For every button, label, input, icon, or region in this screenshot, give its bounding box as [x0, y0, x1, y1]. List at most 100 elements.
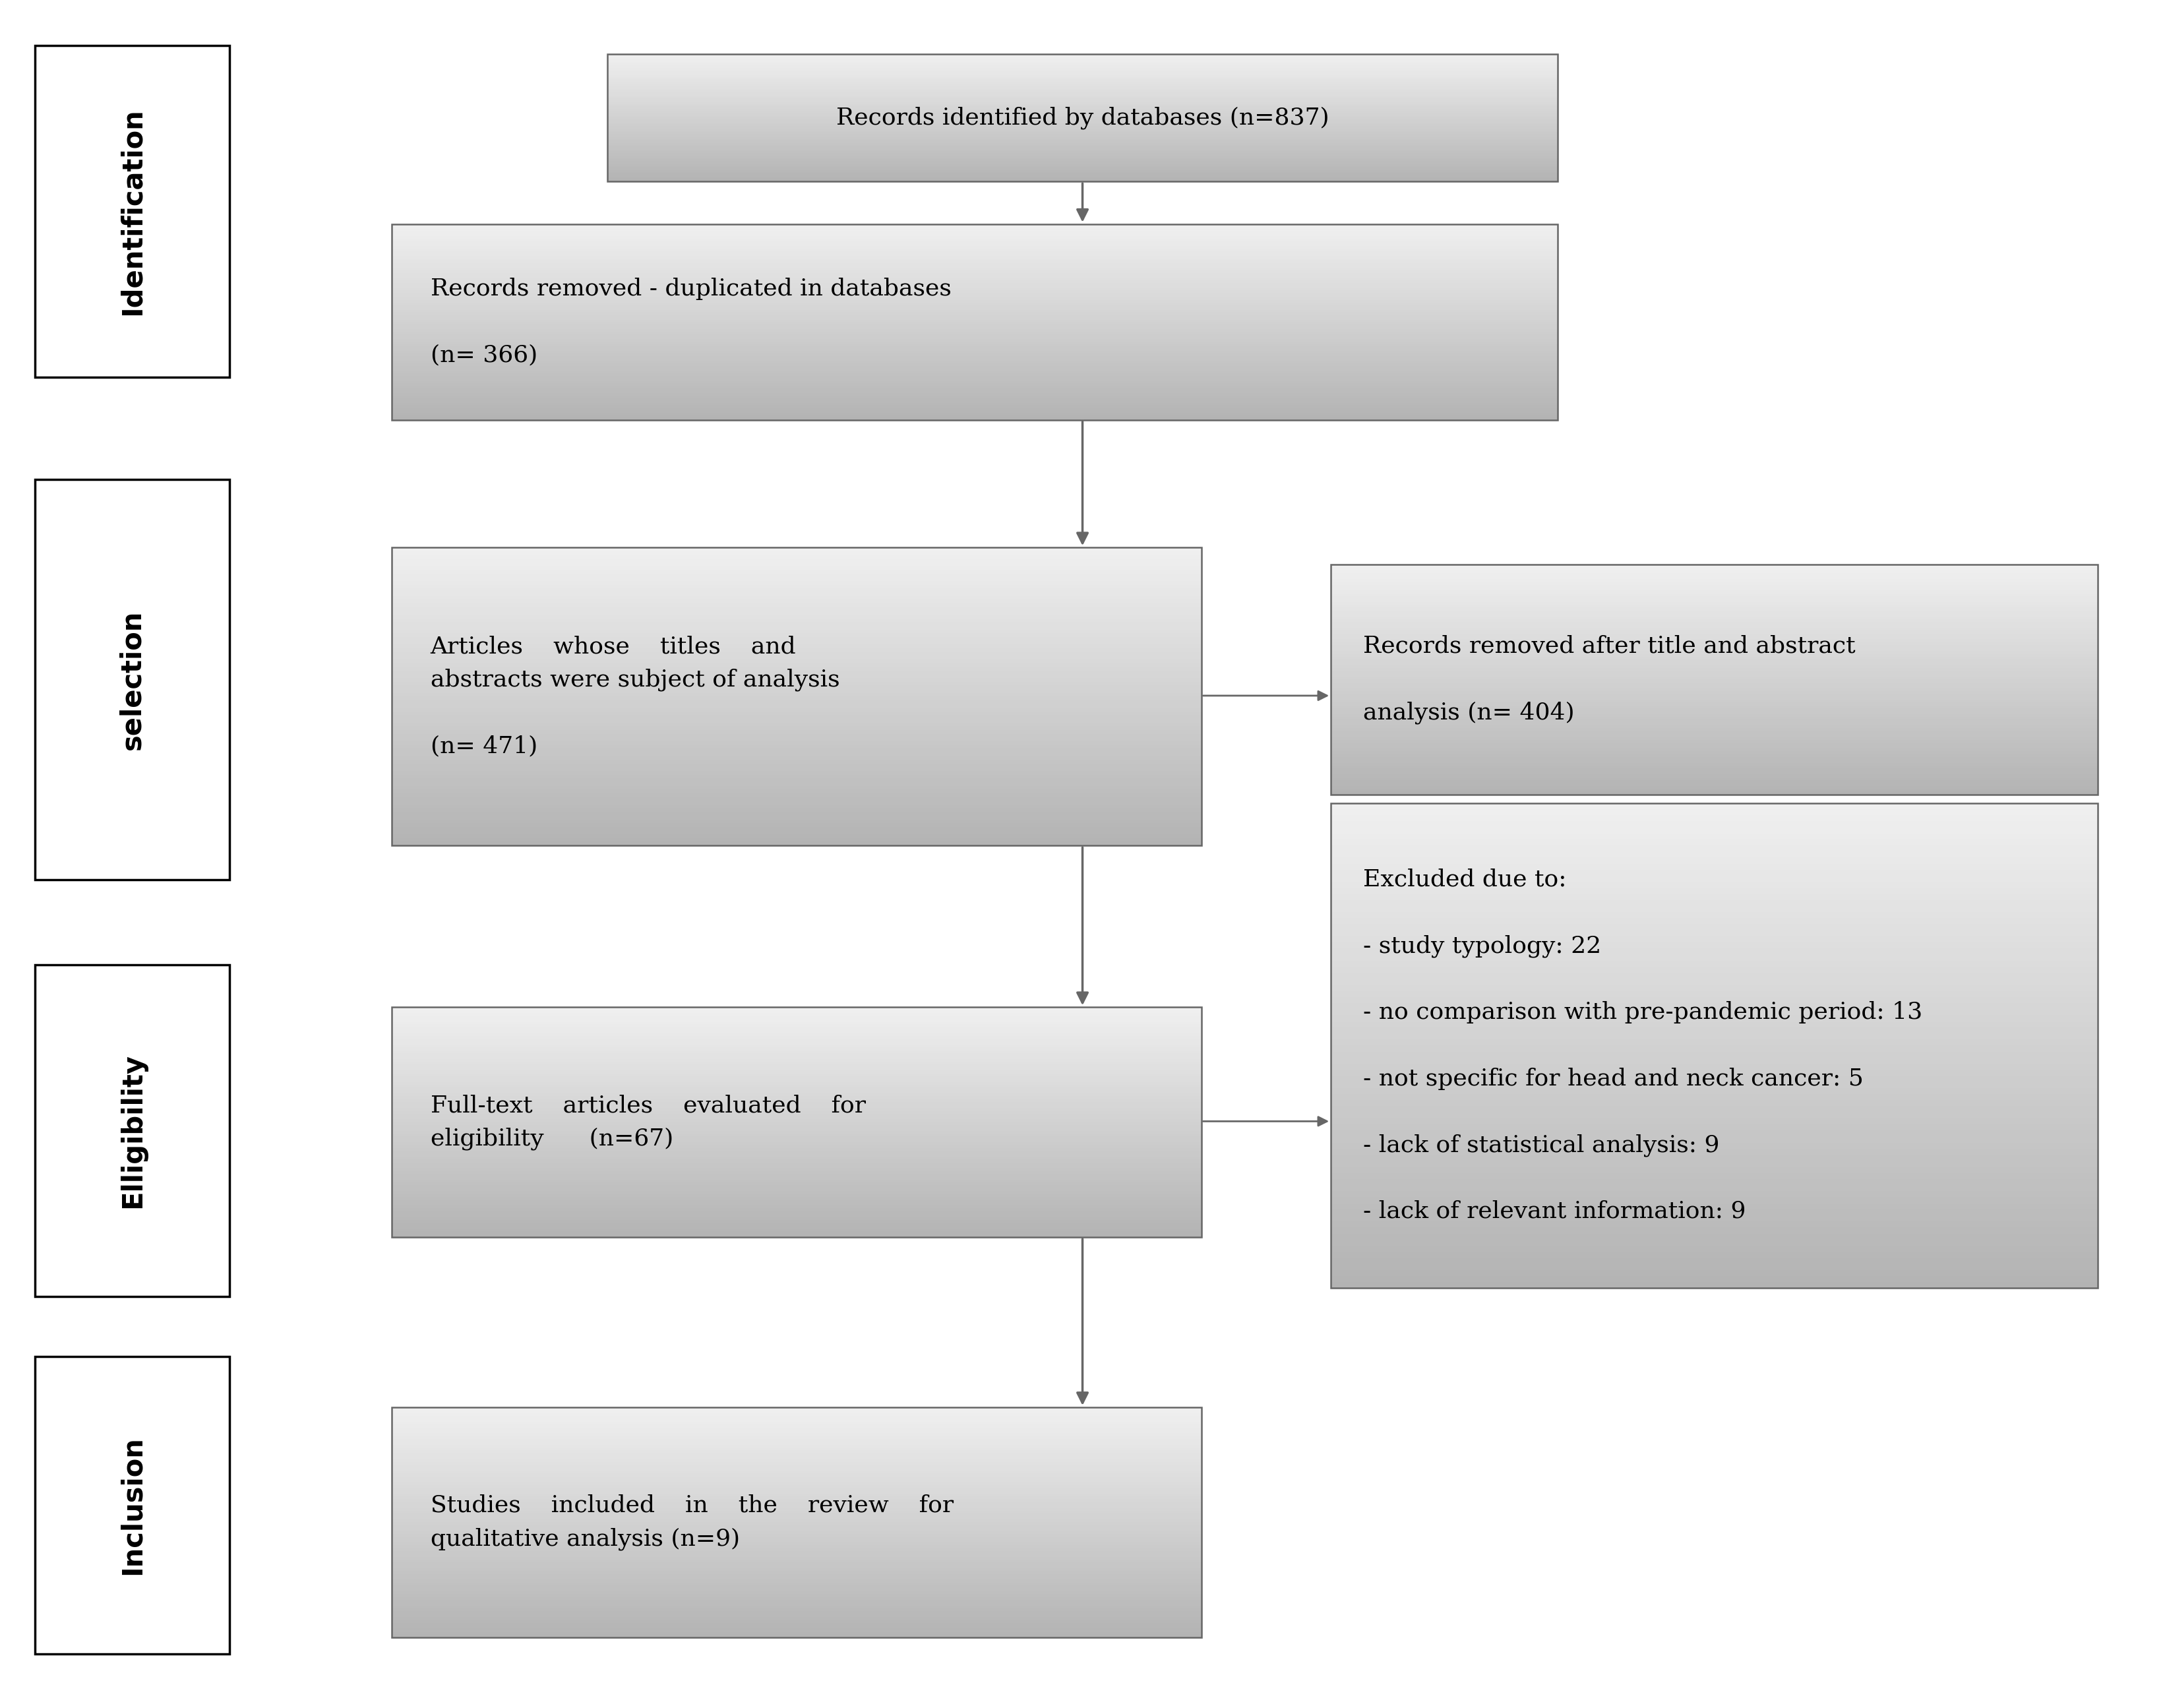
Bar — [392, 1064, 1202, 1068]
Bar — [392, 675, 1202, 678]
Bar — [1331, 1057, 2098, 1064]
Bar — [1331, 931, 2098, 936]
Bar — [392, 1568, 1202, 1571]
Bar — [392, 1416, 1202, 1419]
Bar — [1331, 567, 2098, 570]
Bar — [1331, 1240, 2098, 1245]
Bar — [1331, 1209, 2098, 1216]
Bar — [392, 1631, 1202, 1635]
Bar — [392, 319, 1557, 323]
Bar — [392, 584, 1202, 589]
Bar — [392, 1585, 1202, 1588]
Bar — [1331, 608, 2098, 610]
Bar — [392, 1134, 1202, 1136]
Bar — [1331, 857, 2098, 864]
Bar — [392, 1088, 1202, 1090]
Bar — [392, 1576, 1202, 1580]
Bar — [392, 1413, 1202, 1416]
Bar — [1331, 893, 2098, 900]
Bar — [392, 234, 1557, 236]
Bar — [392, 700, 1202, 704]
Bar — [392, 1525, 1202, 1529]
Bar — [392, 1474, 1202, 1476]
Bar — [392, 1079, 1202, 1081]
Bar — [1331, 591, 2098, 593]
Bar — [1331, 705, 2098, 709]
Bar — [392, 261, 1557, 263]
Bar — [392, 763, 1202, 767]
Bar — [1331, 613, 2098, 617]
Bar — [392, 408, 1557, 410]
Text: selection: selection — [119, 610, 147, 750]
Bar — [392, 782, 1202, 786]
Bar — [392, 1419, 1202, 1421]
Bar — [1331, 757, 2098, 760]
Bar — [1331, 1190, 2098, 1197]
Bar — [392, 1619, 1202, 1623]
Bar — [1331, 1245, 2098, 1252]
Bar — [1331, 646, 2098, 647]
Bar — [392, 376, 1557, 377]
Bar — [392, 1522, 1202, 1525]
Bar — [392, 1190, 1202, 1194]
Bar — [1331, 734, 2098, 736]
Bar — [1331, 769, 2098, 772]
Bar — [1331, 1095, 2098, 1100]
Bar — [392, 1071, 1202, 1073]
Bar — [392, 1056, 1202, 1059]
Bar — [392, 1450, 1202, 1454]
Bar — [392, 1045, 1202, 1047]
Bar — [392, 304, 1557, 307]
Bar — [392, 371, 1557, 374]
Text: Excluded due to:

- study typology: 22

- no comparison with pre-pandemic period: Excluded due to: - study typology: 22 - … — [1364, 868, 1923, 1223]
Bar — [392, 405, 1557, 408]
Bar — [1331, 1045, 2098, 1052]
Bar — [392, 811, 1202, 816]
Bar — [1331, 943, 2098, 948]
Bar — [1331, 634, 2098, 637]
Bar — [1331, 574, 2098, 576]
Bar — [392, 246, 1557, 249]
Bar — [392, 347, 1557, 348]
Bar — [392, 1442, 1202, 1445]
Bar — [392, 801, 1202, 804]
Bar — [392, 1228, 1202, 1231]
Bar — [392, 253, 1557, 256]
Bar — [392, 1542, 1202, 1546]
Bar — [392, 618, 1202, 622]
Bar — [1331, 654, 2098, 656]
Bar — [1331, 777, 2098, 781]
Bar — [392, 354, 1557, 357]
Bar — [392, 236, 1557, 239]
Bar — [392, 1139, 1202, 1143]
Bar — [1331, 782, 2098, 786]
Bar — [392, 1407, 1202, 1411]
Bar — [392, 251, 1557, 253]
Bar — [392, 637, 1202, 640]
Bar — [392, 364, 1557, 366]
Bar — [392, 1122, 1202, 1126]
Bar — [392, 1488, 1202, 1491]
Bar — [392, 1202, 1202, 1206]
Bar — [392, 1208, 1202, 1211]
Text: Inclusion: Inclusion — [119, 1436, 147, 1575]
Bar — [392, 1105, 1202, 1108]
Bar — [392, 827, 1202, 830]
Bar — [392, 398, 1557, 400]
Bar — [1331, 1179, 2098, 1185]
Bar — [1331, 803, 2098, 810]
Bar — [1331, 810, 2098, 815]
Bar — [1331, 736, 2098, 740]
Bar — [392, 287, 1557, 290]
Bar — [1331, 1069, 2098, 1076]
Bar — [1331, 967, 2098, 974]
Bar — [1331, 622, 2098, 625]
Bar — [1331, 1155, 2098, 1161]
Bar — [392, 331, 1557, 335]
Bar — [1331, 864, 2098, 869]
Bar — [392, 239, 1557, 241]
Bar — [392, 770, 1202, 775]
Bar — [392, 1126, 1202, 1127]
Bar — [392, 1085, 1202, 1088]
Bar — [392, 1013, 1202, 1016]
